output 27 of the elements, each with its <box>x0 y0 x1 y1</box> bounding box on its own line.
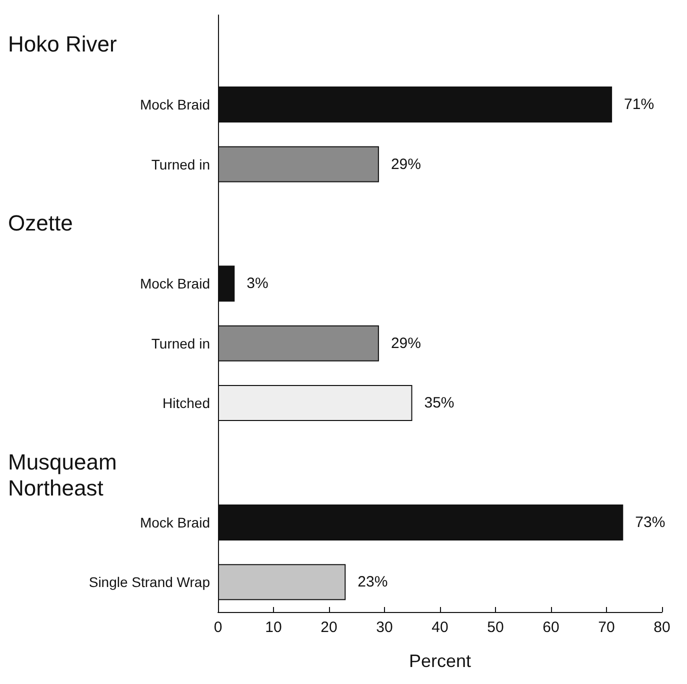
data-label: 73% <box>635 514 666 531</box>
x-tick-label: 40 <box>432 619 448 636</box>
x-tick-label: 0 <box>214 619 222 636</box>
data-label: 35% <box>424 394 454 412</box>
data-label: 29% <box>390 156 421 173</box>
x-tick-label: 60 <box>542 619 560 636</box>
x-tick-label: 20 <box>320 619 338 636</box>
text: Musqueam Northeast <box>8 449 123 500</box>
x-axis-title: Percent <box>408 651 472 671</box>
y-tick-label: Turned in <box>151 335 210 352</box>
y-tick-label: Turned in <box>151 156 210 172</box>
text: Hoko River <box>8 31 117 56</box>
x-tick-label: 50 <box>487 619 504 636</box>
y-tick-label: Mock Braid <box>140 514 210 530</box>
y-tick-label: Mock Braid <box>140 96 210 113</box>
data-label: 3% <box>246 275 268 292</box>
y-tick-label: Hitched <box>162 395 210 412</box>
x-tick-label: 70 <box>598 619 615 636</box>
text: Ozette <box>8 210 73 236</box>
x-tick-label: 30 <box>376 619 393 636</box>
x-tick-label: 10 <box>265 619 282 636</box>
x-tick-label: 80 <box>654 619 670 636</box>
data-label: 29% <box>390 334 421 352</box>
y-tick-label: Mock Braid <box>140 276 210 292</box>
data-label: 71% <box>624 96 654 114</box>
data-label: 23% <box>358 574 388 591</box>
y-tick-label: Single Strand Wrap <box>88 574 210 590</box>
